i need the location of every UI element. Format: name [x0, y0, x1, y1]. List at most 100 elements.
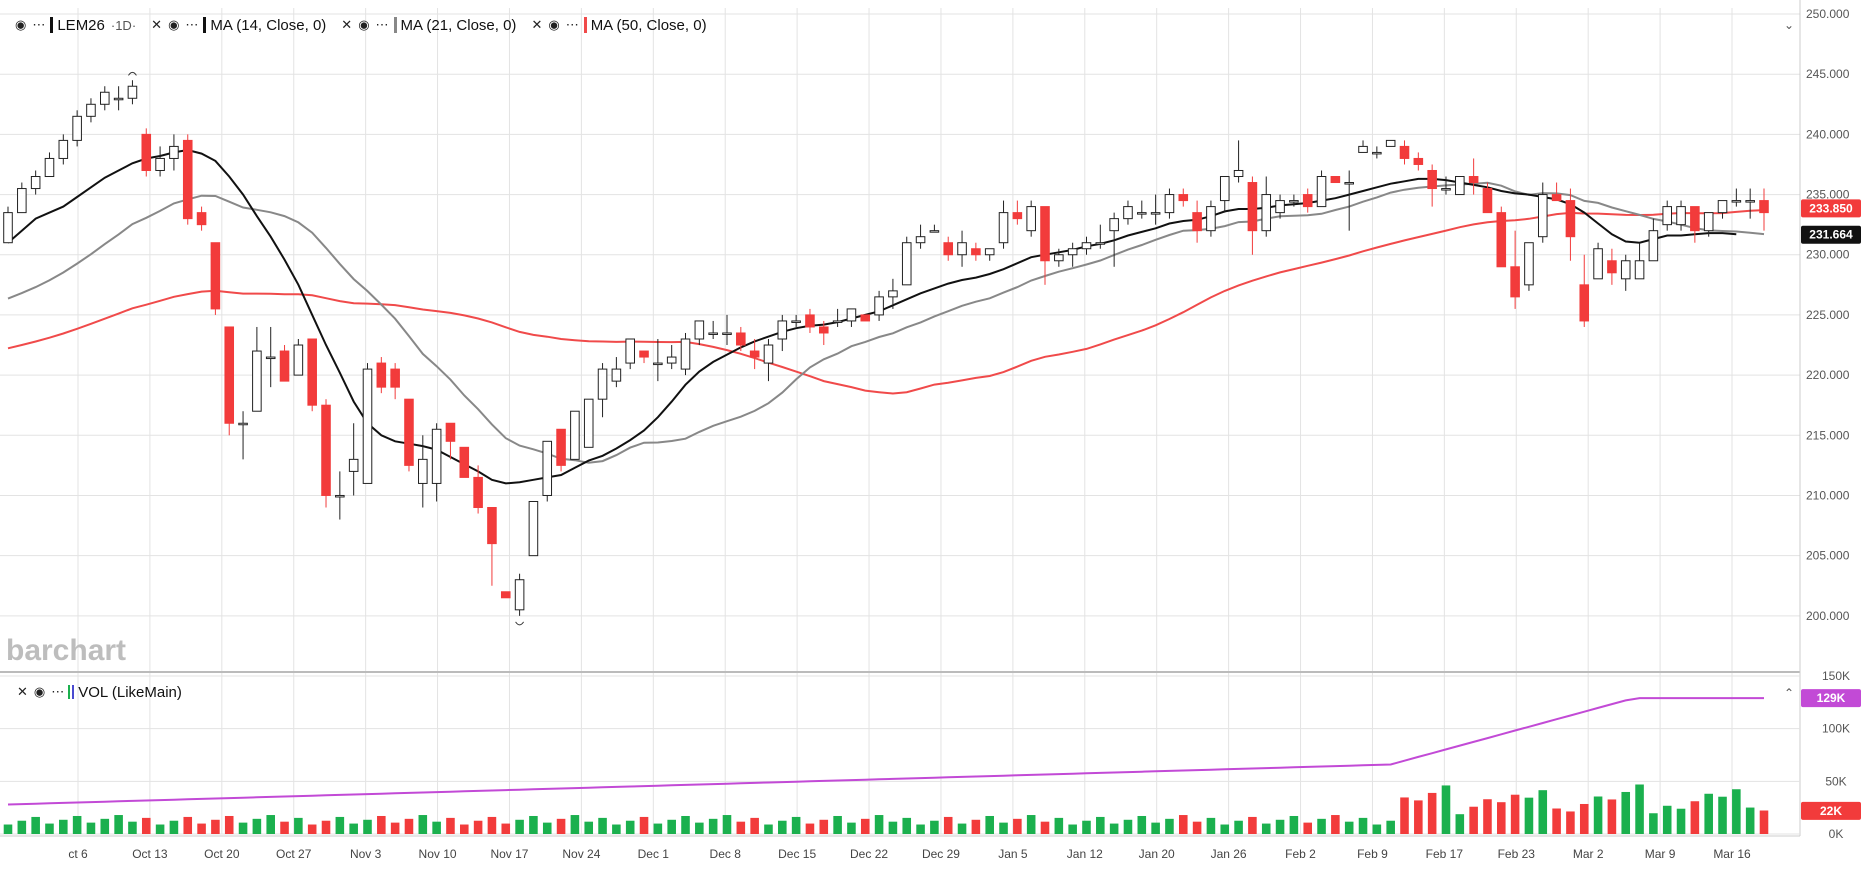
candle-body	[307, 338, 317, 406]
legend-symbol[interactable]: ◉ ⋯ LEM26 ·1D·	[12, 17, 142, 34]
price-tick-label: 250.000	[1806, 7, 1850, 21]
candle-body	[1662, 206, 1672, 226]
candle-body	[1648, 230, 1659, 262]
low-marker	[515, 621, 525, 626]
date-tick-label: Nov 10	[419, 847, 457, 861]
price-tick-label: 225.000	[1806, 308, 1850, 322]
volume-bar	[943, 816, 953, 834]
more-icon[interactable]: ⋯	[32, 17, 46, 32]
eye-icon[interactable]: ◉	[33, 684, 46, 699]
volume-bar	[1704, 793, 1713, 834]
volume-ma-badge: 129K	[1801, 689, 1861, 708]
ma-value-badge-text: 231.664	[1809, 228, 1853, 242]
candle-body	[1565, 200, 1576, 238]
watermark-logo: barchart	[6, 634, 126, 667]
more-icon[interactable]: ⋯	[51, 684, 65, 699]
date-tick-label: Dec 8	[710, 847, 742, 861]
volume-bar	[446, 817, 455, 834]
more-icon[interactable]: ⋯	[185, 17, 199, 32]
candle-body	[625, 338, 635, 364]
chart-legend: ◉ ⋯ LEM26 ·1D· ✕ ◉ ⋯ MA (14, Close, 0) ✕…	[12, 14, 719, 36]
symbol-color-swatch	[50, 17, 54, 33]
eye-icon[interactable]: ◉	[168, 17, 180, 32]
volume-bar	[501, 823, 511, 834]
volume-bar	[211, 819, 220, 834]
candle-body	[653, 362, 663, 366]
volume-bar	[625, 820, 635, 834]
volume-bar	[3, 824, 13, 834]
volume-bar	[556, 818, 566, 834]
candle-body	[1316, 176, 1327, 208]
volume-bar	[584, 821, 594, 834]
candle-body	[182, 139, 193, 220]
candle-body	[929, 230, 940, 233]
volume-bar	[1234, 820, 1243, 834]
volume-bar	[833, 815, 842, 834]
volume-bar	[1676, 808, 1686, 834]
volume-bar	[1165, 818, 1174, 834]
candle-body	[1137, 212, 1147, 215]
candle-body	[1247, 182, 1258, 232]
candle-body	[1026, 206, 1036, 232]
eye-icon[interactable]: ◉	[548, 17, 560, 32]
date-tick-label: Feb 17	[1426, 847, 1464, 861]
close-icon[interactable]: ✕	[151, 17, 163, 32]
candle-body	[1275, 200, 1285, 214]
volume-bar	[377, 815, 386, 834]
candle-body	[58, 139, 69, 159]
legend-ma14[interactable]: ✕ ◉ ⋯ MA (14, Close, 0)	[148, 17, 332, 34]
candle-body	[238, 422, 248, 426]
date-tick-label: Jan 5	[998, 847, 1028, 861]
date-tick-label: Jan 26	[1211, 847, 1247, 861]
volume-bar	[1096, 816, 1105, 834]
volume-bar	[1524, 797, 1534, 834]
volume-bar	[819, 819, 829, 834]
date-tick-label: Nov 17	[490, 847, 528, 861]
close-icon[interactable]: ✕	[531, 17, 543, 32]
eye-icon[interactable]: ◉	[358, 17, 370, 32]
volume-bar	[1317, 818, 1326, 834]
volume-bar	[695, 822, 704, 834]
volume-bar	[1566, 811, 1575, 834]
volume-bar	[957, 823, 967, 834]
close-icon[interactable]: ✕	[17, 684, 28, 699]
vol-color-swatch-2	[72, 685, 75, 699]
more-icon[interactable]: ⋯	[375, 17, 389, 32]
last-volume-badge-bg	[1801, 801, 1861, 820]
close-icon[interactable]: ✕	[341, 17, 353, 32]
candle-body	[874, 296, 884, 316]
candle-body	[1012, 212, 1023, 220]
candle-body	[611, 368, 622, 382]
volume-bar	[708, 818, 718, 834]
volume-bar	[321, 820, 331, 834]
collapse-volume-icon[interactable]: ⌃	[1784, 686, 1795, 700]
last-price-badge-text: 233.850	[1809, 201, 1853, 215]
legend-ma21[interactable]: ✕ ◉ ⋯ MA (21, Close, 0)	[338, 17, 522, 34]
collapse-main-icon[interactable]: ⌄	[1784, 18, 1795, 32]
candle-body	[1496, 212, 1507, 268]
legend-ma50[interactable]: ✕ ◉ ⋯ MA (50, Close, 0)	[528, 17, 712, 34]
volume-bar	[1718, 796, 1727, 834]
ma-value-badge: 231.664	[1801, 225, 1861, 244]
more-icon[interactable]: ⋯	[565, 17, 579, 32]
last-price-badge-bg	[1801, 199, 1861, 218]
candle-body	[500, 591, 511, 599]
candle-body	[1040, 206, 1050, 262]
eye-icon[interactable]: ◉	[15, 17, 27, 32]
candle-body	[666, 356, 677, 364]
candle-body	[1703, 212, 1714, 232]
date-tick-label: Feb 2	[1285, 847, 1316, 861]
date-tick-label: Nov 24	[562, 847, 600, 861]
volume-bar	[1552, 808, 1561, 834]
candle-body	[473, 476, 483, 509]
candle-body	[1593, 248, 1603, 280]
candle-body	[1372, 151, 1382, 155]
candle-body	[1537, 194, 1548, 238]
ma14-line	[7, 148, 1737, 485]
candle-body	[459, 446, 470, 478]
volume-bar	[1123, 819, 1133, 834]
candle-body	[224, 326, 235, 424]
candle-body	[3, 212, 13, 244]
